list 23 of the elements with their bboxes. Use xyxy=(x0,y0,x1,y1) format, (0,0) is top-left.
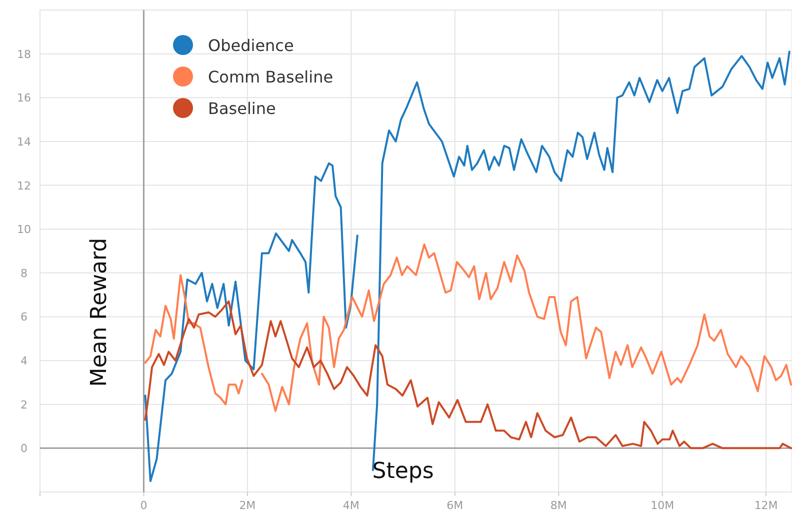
legend-label: Comm Baseline xyxy=(208,68,334,86)
y-axis-title: Mean Reward xyxy=(87,238,112,387)
x-tick-label: 0 xyxy=(140,499,148,512)
x-axis-title: Steps xyxy=(372,459,434,484)
x-tick-label: 12M xyxy=(754,499,778,512)
x-tick-label: 2M xyxy=(239,499,256,512)
y-tick-label: 6 xyxy=(20,310,28,324)
legend-label: Baseline xyxy=(208,99,276,118)
x-tick-label: 10M xyxy=(650,499,674,512)
y-tick-label: 0 xyxy=(20,442,28,456)
y-tick-label: 12 xyxy=(17,179,31,192)
line-series xyxy=(144,300,792,450)
y-tick-label: 2 xyxy=(20,398,28,412)
y-tick-label: 16 xyxy=(17,92,31,105)
y-tick-label: 14 xyxy=(17,135,31,148)
y-tick-label: 18 xyxy=(17,48,31,61)
y-tick-label: 4 xyxy=(20,354,28,368)
x-tick-label: 8M xyxy=(550,499,567,512)
x-tick-label: 4M xyxy=(342,499,360,512)
x-tick-label: 6M xyxy=(446,499,464,512)
y-tick-label: 8 xyxy=(20,266,28,280)
y-tick-label: 10 xyxy=(17,223,31,236)
legend-label: Obedience xyxy=(208,36,294,55)
